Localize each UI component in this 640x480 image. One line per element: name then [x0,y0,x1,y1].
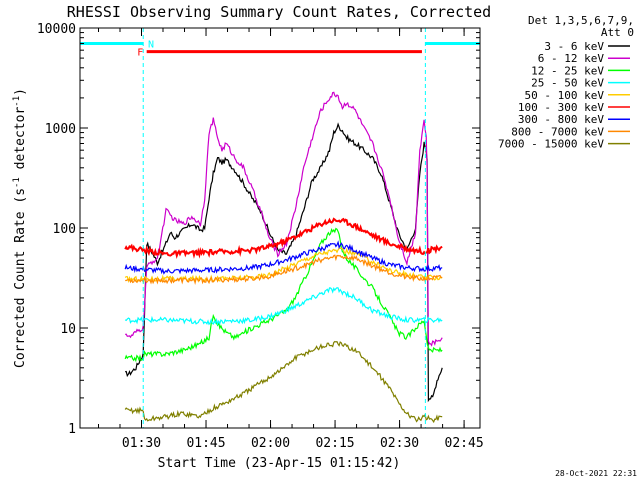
legend-label-1: 3 - 6 keV [544,40,604,53]
y-tick-label: 100 [53,222,76,237]
legend-label-5: 50 - 100 keV [525,89,605,102]
x-tick-label: 01:45 [186,436,225,451]
y-axis-label-end: ) [13,88,28,96]
legend-label-6: 100 - 300 keV [518,101,604,114]
y-axis-label-mid: detector [13,107,28,178]
x-axis: 01:30 01:45 02:00 02:15 02:30 02:45 [97,28,484,451]
legend-label-8: 800 - 7000 keV [511,125,604,138]
chart-title: RHESSI Observing Summary Count Rates, Co… [67,3,491,21]
legend-header-line2: Att 0 [601,26,634,39]
series-line-9 [124,340,443,424]
y-axis-label-sup2: -1 [12,96,22,107]
footer-timestamp: 28-Oct-2021 22:31 [555,469,637,478]
x-tick-label: 02:00 [251,436,290,451]
legend-label-3: 12 - 25 keV [531,64,604,77]
series-line-2 [125,91,443,347]
night-label: N [148,39,154,50]
y-axis-label-main: Corrected Count Rate (s [13,188,28,368]
series-line-6 [124,217,443,259]
series-line-8 [125,254,443,285]
legend-header-line1: Det 1,3,5,6,7,9, [528,14,634,27]
y-axis-label: Corrected Count Rate (s-1 detector-1) [12,88,28,368]
flare-label: F [137,48,143,59]
series-line-4 [124,287,443,326]
x-axis-label: Start Time (23-Apr-15 01:15:42) [158,456,401,471]
y-tick-label: 1000 [45,122,76,137]
series-group [124,91,443,424]
x-tick-label: 02:45 [445,436,484,451]
x-tick-label: 02:15 [315,436,354,451]
y-tick-label: 10000 [37,22,76,37]
series-line-7 [124,240,443,275]
y-tick-label: 1 [68,422,76,437]
y-tick-label: 10 [60,322,76,337]
x-tick-label: 02:30 [380,436,419,451]
legend-label-9: 7000 - 15000 keV [498,138,604,151]
x-tick-label: 01:30 [122,436,161,451]
y-axis: 1 10 100 1000 10000 [37,22,480,437]
y-axis-label-sup1: -1 [12,177,22,188]
legend-label-4: 25 - 50 keV [531,77,604,90]
legend-label-2: 6 - 12 keV [538,52,605,65]
legend-label-7: 300 - 800 keV [518,113,604,126]
